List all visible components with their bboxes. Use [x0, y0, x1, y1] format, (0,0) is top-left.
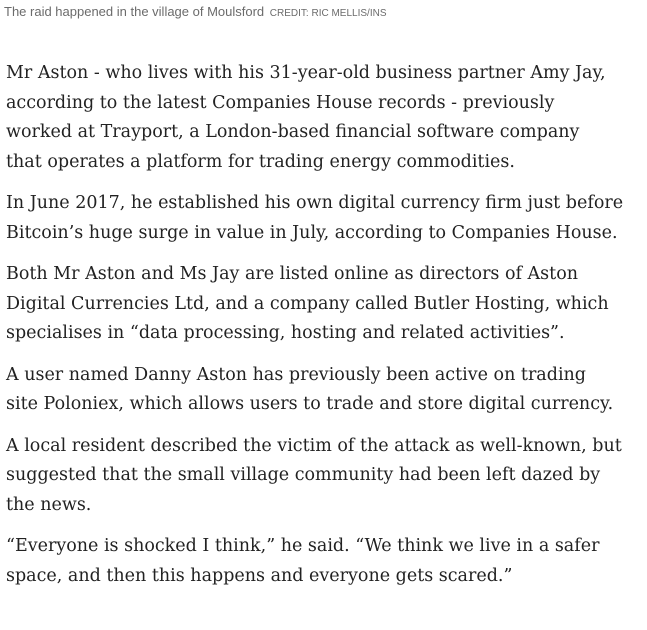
article-paragraph: “Everyone is shocked I think,” he said. … — [6, 536, 600, 586]
image-caption: The raid happened in the village of Moul… — [4, 4, 387, 19]
article-body: Mr Aston - who lives with his 31-year-ol… — [6, 59, 638, 603]
article-paragraph: Both Mr Aston and Ms Jay are listed onli… — [6, 264, 609, 343]
article-paragraph: A user named Danny Aston has previously … — [6, 364, 614, 415]
caption-text: The raid happened in the village of Moul… — [4, 4, 265, 19]
article-paragraph: In June 2017, he established his own dig… — [6, 193, 624, 243]
article-paragraph: Mr Aston - who lives with his 31-year-ol… — [6, 63, 606, 172]
caption-credit: CREDIT: RIC MELLIS/INS — [269, 8, 387, 19]
article-paragraph: A local resident described the victim of… — [6, 435, 622, 515]
